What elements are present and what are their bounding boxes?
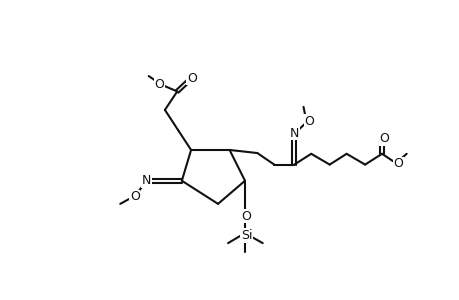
Text: O: O — [241, 210, 251, 223]
Text: O: O — [129, 190, 140, 203]
Text: Si: Si — [240, 229, 252, 242]
Text: O: O — [392, 157, 402, 170]
Text: O: O — [304, 115, 314, 128]
Text: O: O — [186, 72, 196, 85]
Text: O: O — [379, 132, 388, 145]
Text: N: N — [289, 127, 298, 140]
Text: N: N — [141, 174, 151, 187]
Text: O: O — [154, 78, 164, 91]
